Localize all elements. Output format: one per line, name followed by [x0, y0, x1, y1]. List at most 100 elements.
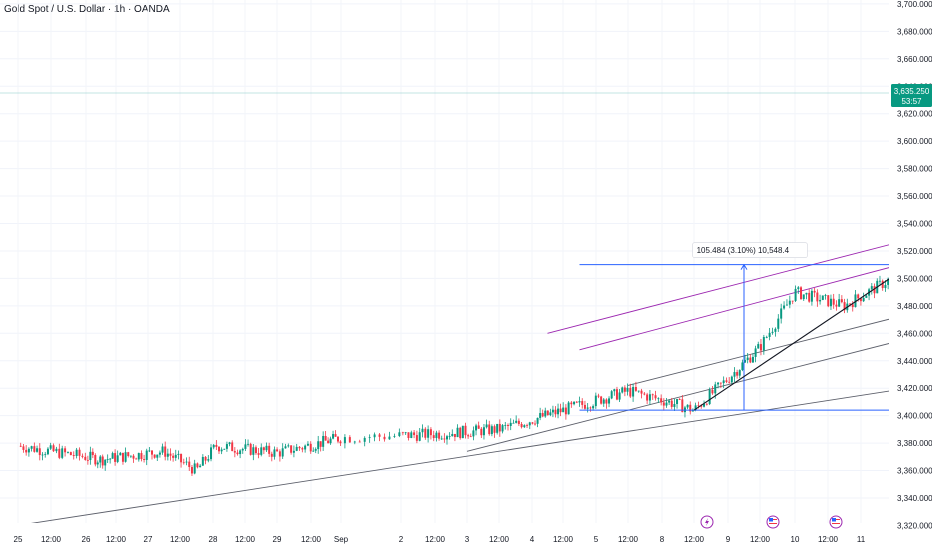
candle-body: [363, 437, 366, 442]
candle-body: [276, 449, 279, 452]
x-tick-label: 12:00: [489, 535, 510, 544]
candle-body: [169, 453, 172, 456]
candle-body: [651, 394, 654, 396]
candle-body: [415, 435, 418, 441]
candle-body: [84, 456, 87, 460]
candle-body: [541, 413, 544, 417]
event-markers: [700, 515, 843, 529]
candle-body: [401, 432, 404, 434]
candle-body: [832, 298, 835, 305]
candle-body: [788, 300, 791, 305]
candles: [19, 262, 932, 477]
candle-body: [151, 450, 153, 455]
candle-body: [640, 390, 643, 394]
y-tick-label: 3,440.000: [897, 357, 932, 366]
candle-body: [290, 445, 293, 453]
candle-body: [714, 384, 717, 394]
candle-body: [215, 444, 218, 447]
candle-body: [432, 435, 435, 439]
candle-body: [608, 398, 611, 404]
x-tick-label: Sep: [334, 535, 349, 544]
candle-body: [91, 451, 94, 456]
candle-body: [691, 409, 694, 412]
candle-body: [744, 360, 747, 363]
x-tick-label: 27: [144, 535, 153, 544]
candle-body: [634, 387, 637, 391]
candle-body: [523, 425, 526, 428]
flag-stripe: [769, 525, 777, 526]
y-tick-label: 3,520.000: [897, 247, 932, 256]
candle-body: [164, 446, 167, 457]
x-tick-label: 8: [660, 535, 665, 544]
flag-canton: [832, 518, 836, 522]
candle-body: [774, 328, 777, 332]
candle-body: [114, 453, 117, 462]
candle-body: [421, 428, 424, 433]
flag-stripe: [769, 523, 777, 524]
candle-body: [218, 446, 220, 452]
candle-body: [689, 404, 692, 412]
candle-body: [424, 428, 427, 438]
candle-body: [531, 422, 534, 424]
candle-body: [480, 428, 483, 436]
candle-body: [859, 298, 862, 302]
candle-body: [512, 422, 515, 424]
candle-body: [559, 408, 562, 413]
candle-body: [849, 303, 852, 305]
current-price-label[interactable]: 3,635.250 53:57: [891, 84, 932, 107]
candle-body: [703, 403, 706, 407]
candle-body: [678, 399, 681, 400]
candle-body: [72, 455, 75, 456]
candle-body: [236, 452, 239, 455]
time-axis-ticks: 25 12:00 26 12:00 27 12:00 28 12:00 29 12:00 Sep 2 1…: [14, 535, 866, 544]
candle-body: [188, 461, 191, 468]
x-tick-label: 26: [82, 535, 91, 544]
candle-body: [94, 455, 97, 465]
candle-body: [312, 450, 315, 452]
candle-body: [573, 401, 576, 405]
candle-body: [520, 423, 523, 428]
candle-body: [592, 406, 595, 409]
candle-body: [121, 452, 124, 462]
candle-body: [172, 455, 175, 458]
x-tick-label: 12:00: [301, 535, 322, 544]
candle-body: [771, 331, 774, 333]
candle-body: [427, 429, 430, 438]
candle-body: [19, 445, 22, 447]
x-tick-label: 12:00: [235, 535, 256, 544]
candle-body: [493, 426, 496, 433]
candle-body: [378, 434, 381, 437]
channel-line: [579, 255, 932, 351]
candle-body: [443, 438, 446, 440]
candle-body: [278, 451, 281, 457]
candle-body: [662, 402, 665, 406]
candle-body: [268, 445, 271, 454]
candle-body: [681, 399, 684, 413]
candle-body: [368, 437, 371, 439]
candle-body: [643, 393, 646, 395]
candle-body: [482, 427, 485, 436]
y-tick-label: 3,380.000: [897, 439, 932, 448]
candle-body: [843, 302, 846, 311]
candle-body: [27, 448, 30, 453]
candle-body: [96, 462, 99, 465]
candle-body: [119, 452, 122, 456]
candle-body: [55, 448, 58, 452]
candle-body: [52, 445, 55, 452]
candle-body: [210, 447, 213, 460]
candle-body: [526, 425, 529, 426]
candle-body: [201, 456, 204, 466]
candle-body: [69, 452, 72, 456]
candle-body: [231, 442, 234, 452]
y-tick-label: 3,420.000: [897, 384, 932, 393]
candle-body: [177, 453, 180, 455]
measure-label: 105.484 (3.10%) 10,548.4: [697, 246, 790, 255]
candle-body: [881, 280, 884, 289]
y-tick-label: 3,560.000: [897, 192, 932, 201]
candle-body: [490, 426, 493, 435]
candle-body: [196, 463, 199, 468]
candle-body: [190, 467, 193, 474]
candle-body: [738, 370, 741, 376]
candle-body: [66, 452, 69, 453]
